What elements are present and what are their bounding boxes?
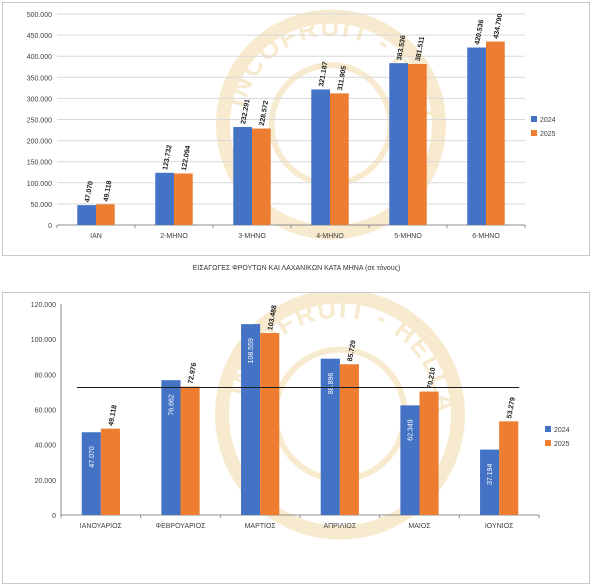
legend-label-2024: 2024	[554, 427, 570, 434]
y-tick-label: 0	[48, 223, 52, 230]
data-label-2025: 53.279	[506, 397, 517, 419]
y-tick-label: 20.000	[35, 478, 57, 485]
data-label-2024: 232.291	[240, 99, 251, 125]
bar-2024	[311, 89, 330, 226]
y-tick-label: 150.000	[27, 160, 52, 167]
data-label-2024: 123.732	[162, 144, 173, 170]
bar-2024	[467, 47, 486, 225]
bar-2024	[81, 432, 101, 515]
bar-2025	[419, 391, 439, 515]
bar-2025	[330, 93, 349, 225]
x-tick-label: 3-ΜΗΝΟ	[238, 233, 266, 240]
data-label-2024: 47.070	[89, 446, 96, 468]
watermark-logo: INCOFRUIT - HELLAS	[3, 3, 446, 240]
data-label-2024: 47.070	[84, 181, 95, 203]
chart-caption: ΕΙΣΑΓΩΓΕΣ ΦΡΟΥΤΩΝ ΚΑΙ ΛΑΧΑΝΙΚΩΝ ΚΑΤΑ ΜΗΝ…	[192, 265, 401, 272]
x-tick-label: ΙΑΝΟΥΑΡΙΟΣ	[80, 523, 123, 530]
watermark-ring	[216, 9, 446, 240]
y-tick-label: 100.000	[27, 181, 52, 188]
bar-2025	[100, 428, 120, 515]
data-label-2024: 420.536	[474, 19, 485, 45]
monthly-chart-panel: INCOFRUIT - HELLAS0 20.000 40.000 60.000 80.…	[2, 292, 590, 584]
legend-swatch-2025	[545, 440, 551, 446]
legend-label-2025: 2025	[540, 131, 556, 138]
y-tick-label: 40.000	[35, 443, 57, 450]
watermark-ring	[215, 293, 465, 540]
data-label-2025: 311.905	[337, 65, 348, 91]
y-tick-label: 0	[52, 513, 56, 520]
bar-2024	[155, 172, 174, 225]
bar-2024	[480, 449, 500, 515]
bar-2024	[241, 324, 261, 515]
data-label-2025: 103.488	[267, 305, 278, 331]
data-label-2025: 228.572	[259, 100, 270, 126]
bar-2025	[486, 41, 505, 226]
bar-2025	[174, 173, 193, 225]
x-tick-label: 6-ΜΗΝΟ	[472, 233, 500, 240]
y-tick-label: 80.000	[35, 372, 57, 379]
x-tick-label: ΦΕΒΡΟΥΑΡΙΟΣ	[155, 523, 206, 530]
data-label-2024: 37.194	[487, 464, 494, 486]
data-label-2025: 434.790	[493, 13, 504, 39]
x-tick-label: 2-ΜΗΝΟ	[160, 233, 188, 240]
bar-2024	[320, 358, 340, 515]
legend-label-2024: 2024	[540, 117, 556, 124]
data-label-2025: 49.118	[108, 404, 119, 426]
bar-2025	[339, 364, 359, 515]
y-tick-label: 60.000	[35, 408, 57, 415]
x-tick-label: 4-ΜΗΝΟ	[316, 233, 344, 240]
bar-2025	[180, 386, 200, 515]
data-label-2025: 70.210	[427, 367, 438, 389]
data-label-2025: 72.976	[188, 362, 199, 384]
data-label-2024: 88.896	[328, 373, 335, 395]
data-label-2025: 381.511	[415, 36, 426, 62]
x-tick-label: ΙΟΥΝΙΟΣ	[485, 523, 514, 530]
data-label-2024: 108.559	[248, 338, 255, 363]
x-tick-label: ΜΑΙΟΣ	[408, 523, 431, 530]
data-label-2024: 76.662	[168, 394, 175, 416]
bar-2025	[499, 421, 519, 515]
y-tick-label: 500.000	[27, 12, 52, 19]
y-tick-label: 120.000	[31, 302, 56, 309]
data-label-2025: 85.729	[347, 340, 358, 362]
bar-2025	[408, 64, 427, 226]
bar-2025	[96, 204, 115, 225]
cumulative-imports-chart: INCOFRUIT - HELLAS0 50.000 100.000 150.000 2…	[3, 3, 556, 240]
y-tick-label: 350.000	[27, 75, 52, 82]
bar-2024	[400, 405, 420, 515]
legend-label-2025: 2025	[554, 441, 570, 448]
data-label-2025: 49.118	[103, 180, 114, 202]
bar-2024	[77, 205, 96, 225]
x-tick-label: 5-ΜΗΝΟ	[394, 233, 422, 240]
cumulative-chart-panel: INCOFRUIT - HELLAS0 50.000 100.000 150.000 2…	[2, 2, 590, 256]
watermark-logo: INCOFRUIT - HELLAS	[3, 293, 465, 540]
y-tick-label: 400.000	[27, 54, 52, 61]
y-tick-label: 300.000	[27, 96, 52, 103]
bar-2024	[233, 126, 252, 225]
legend-swatch-2025	[531, 130, 537, 136]
bar-2024	[389, 63, 408, 225]
bar-2025	[260, 333, 280, 515]
bar-2024	[161, 380, 181, 515]
y-tick-label: 50.000	[31, 202, 53, 209]
x-tick-label: ΙΑΝ	[90, 233, 102, 240]
legend-swatch-2024	[545, 426, 551, 432]
data-label-2024: 62.349	[407, 419, 414, 441]
x-tick-label: ΜΑΡΤΙΟΣ	[245, 523, 277, 530]
data-label-2024: 383.536	[396, 35, 407, 61]
y-tick-label: 200.000	[27, 139, 52, 146]
bar-2025	[252, 128, 271, 225]
y-tick-label: 450.000	[27, 33, 52, 40]
x-tick-label: ΑΠΡΙΛΙΟΣ	[323, 523, 356, 530]
data-label-2025: 122.094	[181, 145, 192, 171]
data-label-2024: 321.187	[318, 61, 329, 87]
y-tick-label: 250.000	[27, 118, 52, 125]
monthly-imports-chart: INCOFRUIT - HELLAS0 20.000 40.000 60.000 80.…	[3, 293, 570, 540]
legend-swatch-2024	[531, 116, 537, 122]
y-tick-label: 100.000	[31, 337, 56, 344]
